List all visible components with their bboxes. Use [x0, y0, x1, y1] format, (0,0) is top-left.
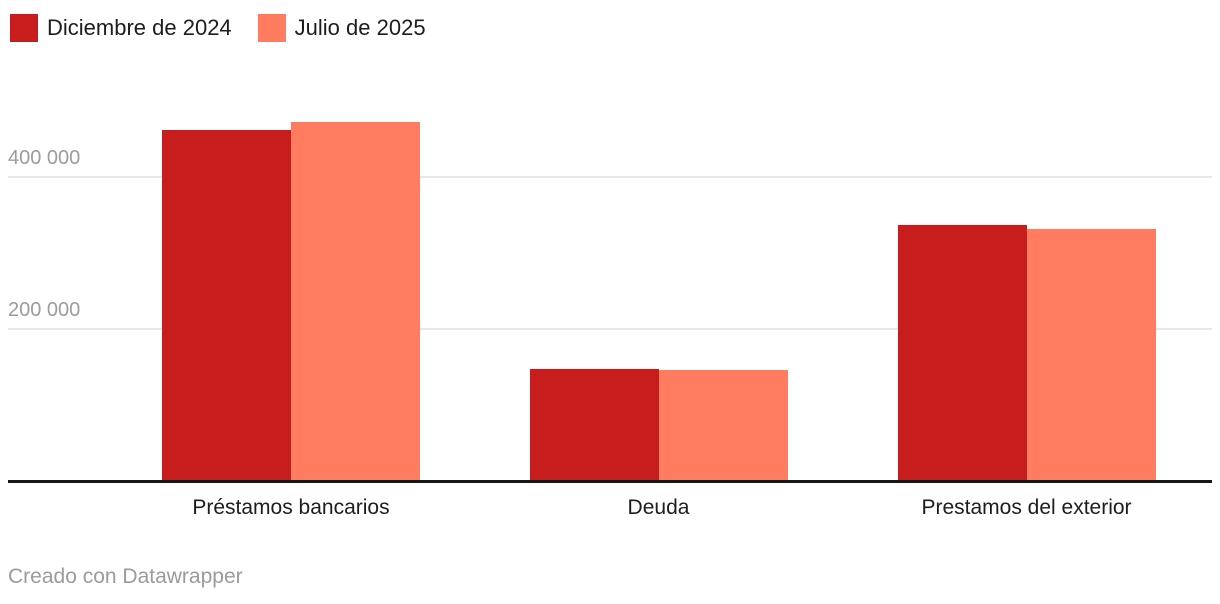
- bar-julio-de-2025-deuda[interactable]: [658, 370, 788, 480]
- legend: Diciembre de 2024 Julio de 2025: [10, 14, 426, 42]
- x-axis-line: [8, 480, 1212, 483]
- x-axis-label-prestamos-del-exterior: Prestamos del exterior: [921, 496, 1132, 519]
- y-tick-label-200000: 200 000: [8, 298, 81, 321]
- gridline-200000: [8, 327, 1212, 330]
- bar-diciembre-de-2024-deuda[interactable]: [529, 368, 659, 480]
- bar-diciembre-de-2024-prestamos-bancarios[interactable]: [162, 130, 291, 480]
- legend-item-julio-de-2025[interactable]: Julio de 2025: [257, 14, 426, 42]
- y-tick-label-400000: 400 000: [8, 147, 81, 169]
- bar-julio-de-2025-prestamos-del-exterior[interactable]: [1026, 228, 1156, 480]
- legend-swatch-icon: [257, 14, 286, 42]
- bar-julio-de-2025-prestamos-bancarios[interactable]: [291, 122, 420, 480]
- legend-swatch-icon: [10, 14, 38, 42]
- legend-label: Julio de 2025: [294, 15, 426, 40]
- gridline-400000: [8, 176, 1212, 178]
- x-axis-label-deuda: Deuda: [627, 496, 690, 519]
- legend-item-diciembre-de-2024[interactable]: Diciembre de 2024: [10, 14, 232, 42]
- datawrapper-credit-link[interactable]: Creado con Datawrapper: [8, 565, 243, 588]
- x-axis-label-prestamos-bancarios: Préstamos bancarios: [192, 496, 390, 519]
- bar-diciembre-de-2024-prestamos-del-exterior[interactable]: [897, 225, 1027, 480]
- legend-label: Diciembre de 2024: [47, 15, 232, 40]
